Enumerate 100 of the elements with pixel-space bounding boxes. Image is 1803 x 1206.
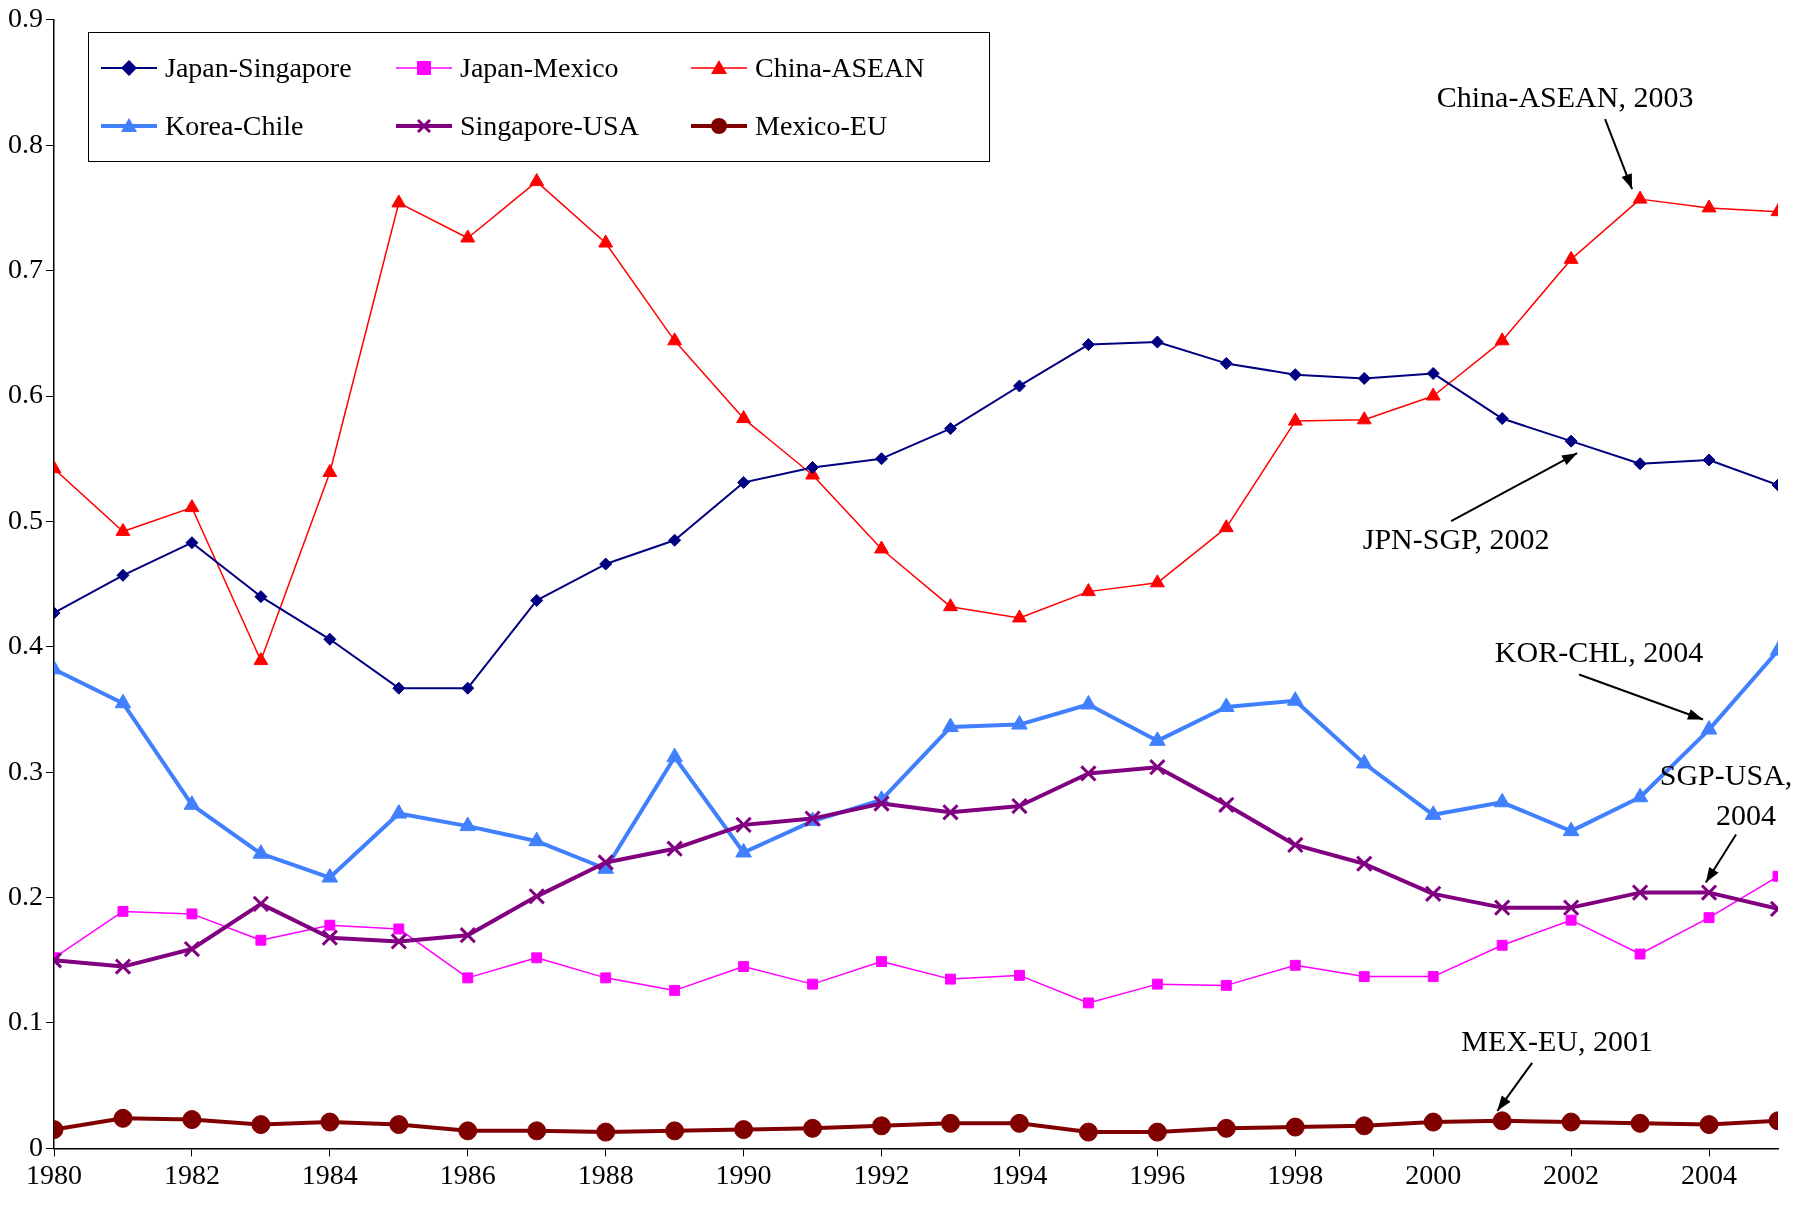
point	[1424, 805, 1442, 820]
point	[1356, 411, 1372, 425]
x-tick-label: 1988	[577, 1158, 634, 1190]
point	[1082, 997, 1094, 1009]
point	[872, 794, 891, 813]
point	[666, 747, 683, 763]
point	[183, 940, 201, 958]
y-tick-label: 0.1	[8, 1005, 43, 1037]
point	[876, 956, 887, 967]
point	[1703, 912, 1715, 924]
point	[184, 499, 200, 513]
annotation: MEX-EU, 2001	[1461, 1023, 1653, 1057]
point	[1079, 764, 1097, 783]
point	[1700, 884, 1718, 902]
point	[253, 652, 269, 666]
point	[322, 463, 338, 477]
x-tick-label: 1996	[1129, 1158, 1186, 1190]
point	[1562, 821, 1580, 837]
point	[666, 840, 684, 858]
point	[459, 926, 477, 944]
point	[1286, 691, 1304, 706]
point	[114, 958, 132, 976]
point	[872, 1116, 892, 1136]
point	[459, 816, 477, 832]
point	[1149, 731, 1166, 746]
point	[737, 476, 751, 490]
point	[321, 929, 339, 947]
point	[1013, 969, 1025, 981]
point	[596, 1122, 616, 1142]
point	[1078, 1122, 1098, 1142]
point	[875, 452, 889, 466]
point	[116, 568, 130, 582]
point	[252, 844, 270, 859]
point	[803, 1118, 823, 1138]
point	[941, 803, 960, 821]
legend-label: Korea-Chile	[165, 110, 304, 142]
point	[668, 533, 682, 547]
point	[1285, 1117, 1305, 1137]
point	[807, 978, 819, 990]
point	[940, 1113, 960, 1133]
point	[528, 831, 546, 847]
y-tick-label: 0.8	[8, 127, 43, 159]
point	[1358, 971, 1370, 983]
point	[1630, 1113, 1650, 1133]
point	[1699, 1115, 1719, 1135]
annotation: SGP-USA, 2004	[1659, 758, 1793, 832]
point	[185, 536, 199, 550]
point	[458, 1121, 478, 1141]
point	[528, 887, 546, 905]
point	[1010, 797, 1029, 815]
point	[735, 816, 753, 834]
point	[389, 1115, 409, 1135]
x-tick-label: 2004	[1681, 1158, 1738, 1190]
y-tick-label: 0.3	[8, 754, 43, 786]
point	[1492, 1111, 1512, 1131]
point	[1286, 836, 1304, 854]
point	[667, 332, 683, 346]
point	[734, 1120, 754, 1140]
y-tick-label: 0.6	[8, 378, 43, 410]
legend-label: Singapore-USA	[460, 110, 639, 142]
point	[1424, 885, 1442, 903]
point	[1151, 978, 1163, 990]
point	[113, 1108, 133, 1128]
point	[1012, 379, 1026, 393]
legend-label: Mexico-EU	[755, 110, 888, 142]
point	[1564, 434, 1578, 448]
x-tick-label: 1990	[715, 1158, 772, 1190]
point	[736, 410, 752, 424]
point	[1427, 971, 1439, 983]
point	[321, 868, 339, 883]
point	[597, 853, 615, 872]
point	[1493, 792, 1511, 808]
point	[1632, 190, 1648, 204]
point	[1355, 753, 1373, 769]
y-tick-label: 0.4	[8, 629, 43, 661]
point	[600, 972, 612, 984]
point	[1355, 855, 1373, 873]
point	[1354, 1116, 1374, 1136]
point	[1561, 1112, 1581, 1132]
point	[598, 234, 614, 248]
point	[1150, 335, 1164, 349]
point	[1631, 787, 1649, 803]
x-tick-label: 2000	[1405, 1158, 1462, 1190]
point	[1562, 899, 1580, 917]
point	[320, 1112, 340, 1132]
point	[390, 932, 408, 951]
point	[254, 590, 268, 604]
point	[1081, 338, 1095, 352]
y-tick-label: 0.2	[8, 879, 43, 911]
point	[1011, 715, 1028, 730]
point	[1425, 387, 1441, 401]
point	[530, 593, 544, 607]
x-tick-label: 1992	[853, 1158, 910, 1190]
point	[323, 632, 337, 646]
point	[1080, 694, 1097, 710]
point	[1496, 939, 1508, 951]
point	[1219, 356, 1233, 370]
point	[527, 1121, 547, 1141]
point	[1494, 332, 1510, 346]
point	[1495, 412, 1509, 426]
